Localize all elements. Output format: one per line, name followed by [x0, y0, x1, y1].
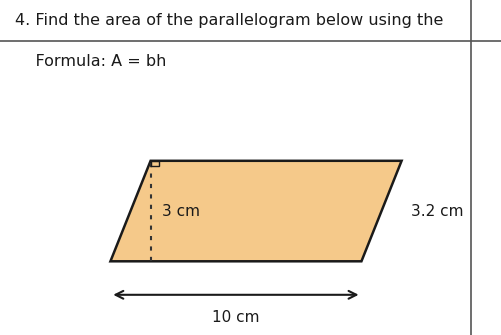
Text: 3 cm: 3 cm	[161, 204, 199, 218]
Polygon shape	[110, 161, 401, 261]
Text: 3.2 cm: 3.2 cm	[410, 204, 462, 218]
Text: Formula: A = bh: Formula: A = bh	[15, 54, 166, 69]
Text: 4. Find the area of the parallelogram below using the: 4. Find the area of the parallelogram be…	[15, 13, 442, 28]
Text: 10 cm: 10 cm	[212, 310, 259, 325]
